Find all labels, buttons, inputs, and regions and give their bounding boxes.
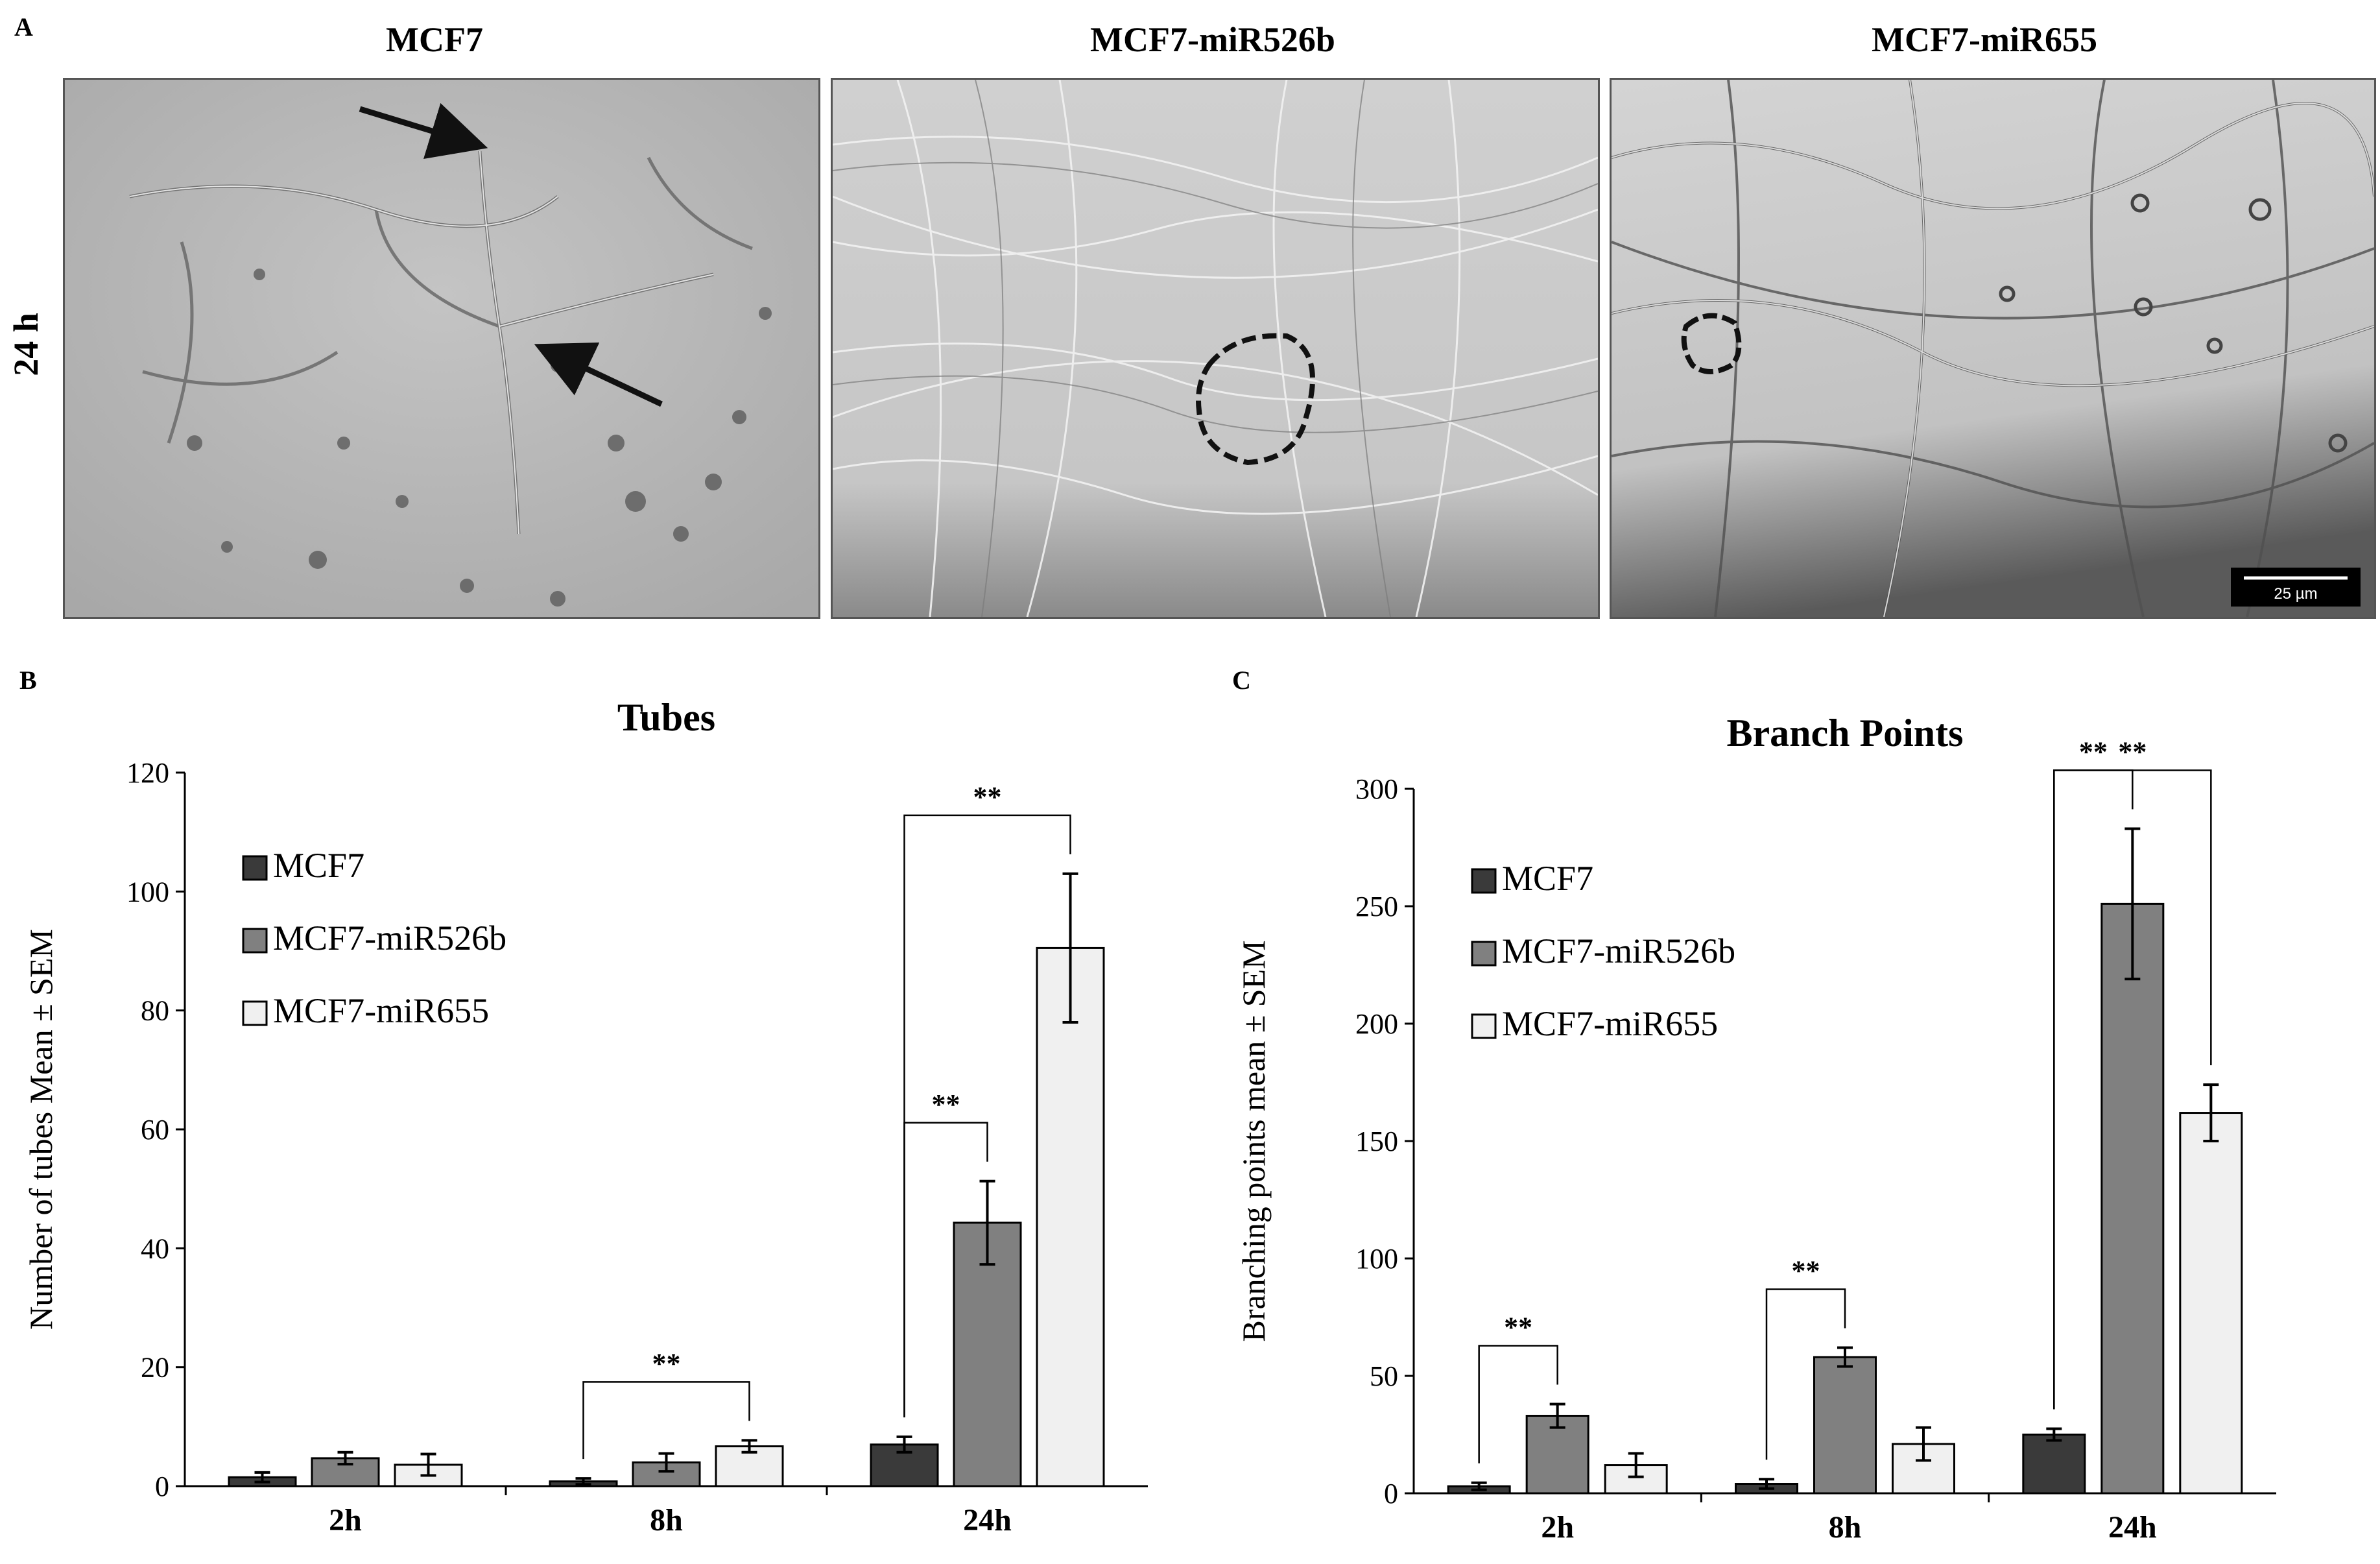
chart0-legend-swatch-2 <box>242 1000 268 1026</box>
panel-letter-c: C <box>1232 666 1251 695</box>
chart0-legend-swatch-0 <box>242 855 268 881</box>
chart1-significance-label-1: ** <box>1792 1255 1820 1287</box>
chart1-legend-swatch-1 <box>1471 941 1497 967</box>
chart0-bar-mcf7-mir526b-24h <box>953 1221 1022 1487</box>
chart0-ytick-label-5: 100 <box>126 876 169 908</box>
chart0-title: Tubes <box>617 696 715 739</box>
chart1-legend-swatch-2 <box>1471 1013 1497 1039</box>
chart1-title: Branch Points <box>1726 712 1963 754</box>
chart-tubes: Tubes Number of tubes Mean ± SEM 0 20 40 60 80… <box>23 696 1148 1537</box>
chart1-significance-label-3: ** <box>2118 736 2147 768</box>
chart0-xtick-label-1: 8h <box>650 1503 683 1537</box>
chart1-legend-label-2: MCF7-miR655 <box>1502 1004 1718 1043</box>
chart-branch-points: Branch Points Branching points mean ± SEM… <box>1235 712 2276 1545</box>
chart0-bar-mcf7-mir655-24h <box>1036 946 1105 1487</box>
chart0-significance-bracket-0 <box>582 1381 750 1460</box>
chart0-ytick-label-0: 0 <box>155 1471 169 1502</box>
micrograph-row-label: 24 h <box>6 313 45 376</box>
micrograph-mir526b <box>831 78 1600 619</box>
micrograph-mcf7 <box>63 78 820 619</box>
chart1-bar-mcf7-mir655-24h <box>2179 1112 2243 1495</box>
panel-letter-b: B <box>19 666 37 695</box>
chart0-ytick-label-2: 40 <box>141 1233 169 1264</box>
chart0-significance-label-2: ** <box>973 781 1002 813</box>
chart1-ytick-label-5: 250 <box>1355 891 1398 922</box>
micrograph-mir655: 25 µm <box>1610 78 2376 619</box>
chart0-ytick-label-6: 120 <box>126 757 169 789</box>
chart0-xtick-label-2: 24h <box>963 1503 1012 1537</box>
micrograph-title-mir526b: MCF7-miR526b <box>1090 20 1335 59</box>
chart1-bar-mcf7-mir526b-8h <box>1813 1356 1877 1495</box>
chart0-xtick-label-0: 2h <box>329 1503 362 1537</box>
chart1-ytick-label-4: 200 <box>1355 1008 1398 1040</box>
chart1-significance-bracket-1 <box>1765 1288 1846 1460</box>
chart0-ytick-label-4: 80 <box>141 995 169 1027</box>
chart1-ytick-label-6: 300 <box>1355 773 1398 805</box>
chart1-xtick-label-2: 24h <box>2108 1510 2157 1545</box>
chart0-legend-swatch-1 <box>242 928 268 954</box>
chart1-ylabel: Branching points mean ± SEM <box>1235 940 1272 1341</box>
chart1-xtick-label-1: 8h <box>1829 1510 1862 1545</box>
chart1-xtick-label-0: 2h <box>1541 1510 1574 1545</box>
chart0-ytick-label-3: 60 <box>141 1114 169 1146</box>
chart0-significance-label-1: ** <box>932 1089 960 1120</box>
chart1-legend-label-0: MCF7 <box>1502 859 1593 898</box>
scale-bar-label: 25 µm <box>2274 585 2317 603</box>
chart1-bar-mcf7-mir526b-24h <box>2100 902 2165 1495</box>
chart0-significance-label-0: ** <box>652 1347 681 1379</box>
chart1-significance-label-0: ** <box>1504 1311 1532 1343</box>
micrograph-title-mir655: MCF7-miR655 <box>1872 20 2097 59</box>
chart1-legend-label-1: MCF7-miR526b <box>1502 932 1735 970</box>
chart0-significance-bracket-2 <box>903 814 1071 1417</box>
chart1-significance-bracket-3 <box>2053 769 2212 1410</box>
chart1-ytick-label-0: 0 <box>1384 1478 1398 1510</box>
chart0-legend-label-2: MCF7-miR655 <box>273 991 489 1030</box>
chart0-ytick-label-1: 20 <box>141 1352 169 1384</box>
chart1-bar-mcf7-24h <box>2022 1434 2086 1495</box>
chart1-ytick-label-2: 100 <box>1355 1243 1398 1275</box>
chart1-significance-label-2: ** <box>2079 736 2108 768</box>
chart0-ylabel: Number of tubes Mean ± SEM <box>23 929 59 1330</box>
chart1-significance-bracket-0 <box>1478 1345 1558 1463</box>
chart1-ytick-label-3: 150 <box>1355 1125 1398 1157</box>
panel-letter-a: A <box>14 12 33 42</box>
chart1-ytick-label-1: 50 <box>1370 1360 1398 1392</box>
chart0-legend-label-0: MCF7 <box>273 846 364 885</box>
micrograph-title-mcf7: MCF7 <box>386 20 483 59</box>
chart0-legend-label-1: MCF7-miR526b <box>273 919 506 957</box>
chart1-legend-swatch-0 <box>1471 868 1497 894</box>
